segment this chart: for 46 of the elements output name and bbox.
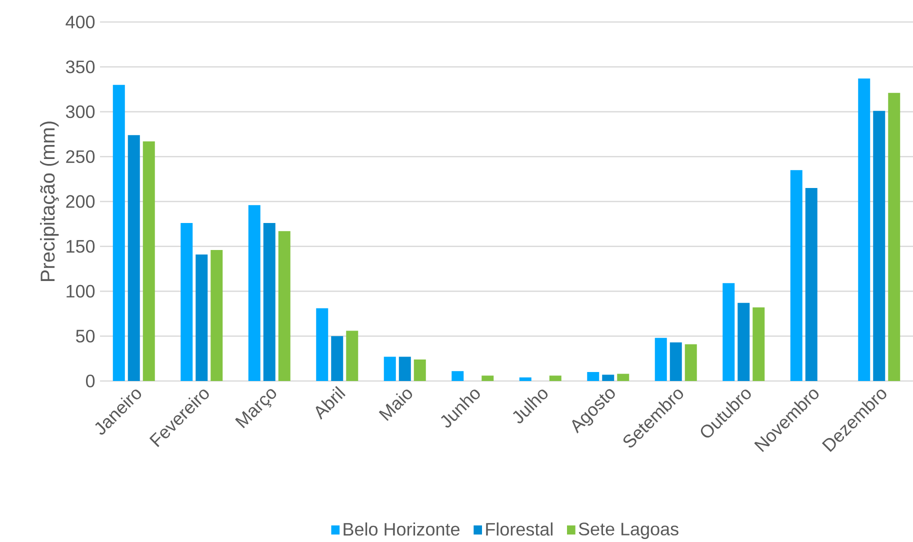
bar (873, 110, 886, 381)
bar (858, 78, 870, 381)
bar (482, 376, 494, 381)
bar (587, 372, 600, 381)
y-tick-label: 250 (66, 150, 95, 163)
bar (384, 356, 396, 381)
bar (549, 376, 562, 381)
legend-label: Belo Horizonte (344, 522, 460, 536)
y-tick-label: 200 (66, 195, 95, 208)
y-tick-label: 350 (66, 60, 95, 74)
bar (196, 254, 208, 381)
y-tick-label: 100 (66, 284, 95, 298)
bar (654, 338, 667, 381)
y-tick-label: 150 (66, 240, 95, 253)
bar (602, 374, 614, 381)
bar (738, 302, 750, 381)
bar (617, 374, 630, 381)
bar (752, 307, 765, 381)
bar (888, 92, 900, 381)
bar (316, 308, 328, 381)
bar (452, 371, 464, 381)
bar (278, 231, 290, 381)
bar (398, 356, 411, 381)
bar (346, 330, 358, 381)
y-tick-label: 400 (66, 16, 95, 28)
bar (112, 84, 125, 381)
bar (210, 250, 223, 381)
bar (805, 188, 818, 381)
bar (519, 377, 532, 381)
bar (722, 283, 735, 381)
bar (128, 135, 140, 381)
legend-label: Florestal (486, 522, 552, 536)
y-axis-title: Precipitação (mm) (40, 122, 59, 281)
y-tick-label: 50 (76, 330, 95, 342)
bar (414, 359, 426, 381)
bar (180, 223, 193, 381)
bar (142, 141, 155, 381)
bar (263, 223, 276, 381)
y-tick-label: 0 (86, 374, 95, 388)
bar (331, 336, 344, 381)
bar (670, 342, 682, 381)
bar (248, 205, 260, 381)
bar (790, 170, 802, 381)
legend-label: Sete Lagoas (578, 522, 678, 539)
y-tick-label: 300 (66, 105, 95, 118)
bar (684, 344, 697, 381)
